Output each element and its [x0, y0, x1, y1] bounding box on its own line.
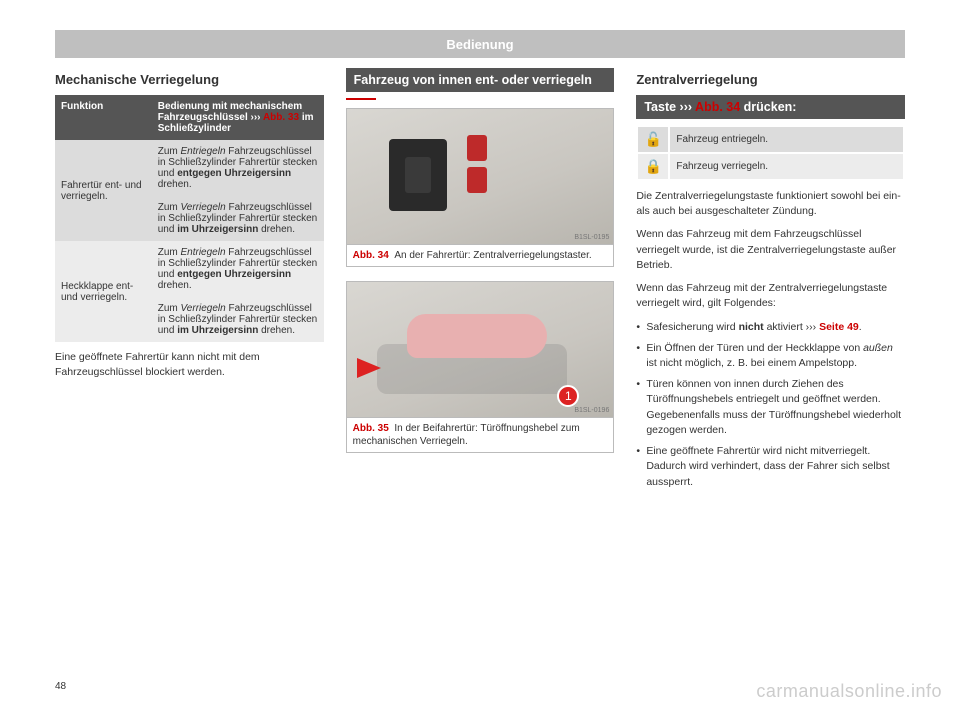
window-switch-panel — [389, 139, 447, 211]
figure-34-caption: Abb. 34 An der Fahrertür: Zentralverrieg… — [347, 244, 614, 266]
manual-page: Bedienung Mechanische Verriegelung Funkt… — [0, 0, 960, 708]
content-columns: Mechanische Verriegelung Funktion Bedien… — [55, 68, 905, 496]
column-1: Mechanische Verriegelung Funktion Bedien… — [55, 68, 324, 496]
col3-bullet-1: Safesicherung wird nicht aktiviert ››› S… — [636, 320, 905, 335]
fig34-text: An der Fahrertür: Zentralverriegelungsta… — [394, 250, 591, 261]
door-handle — [407, 314, 547, 358]
row1-unlock: Zum Entriegeln Fahrzeugschlüssel in Schl… — [152, 140, 324, 196]
fig35-abb: Abb. 35 — [353, 423, 389, 434]
arrow-icon — [357, 358, 381, 378]
page-number: 48 — [55, 681, 66, 692]
row1-lock: Zum Verriegeln Fahrzeugschlüssel in Schl… — [152, 196, 324, 241]
col1-footer: Eine geöffnete Fahrertür kann nicht mit … — [55, 350, 324, 380]
central-lock-button-lock — [467, 167, 487, 193]
callout-1: 1 — [557, 385, 579, 407]
col3-bullet-3: Türen können von innen durch Ziehen des … — [636, 377, 905, 438]
col3-p3: Wenn das Fahrzeug mit der Zentralverrieg… — [636, 281, 905, 311]
fig34-abb: Abb. 34 — [353, 250, 389, 261]
col1-title: Mechanische Verriegelung — [55, 72, 324, 87]
lock-icon: 🔒 — [638, 154, 668, 179]
figure-35-caption: Abb. 35 In der Beifahrertür: Türöffnungs… — [347, 417, 614, 452]
unlock-text: Fahrzeug entriegeln. — [670, 127, 903, 152]
central-lock-button-unlock — [467, 135, 487, 161]
col3-title: Zentralverriegelung — [636, 72, 905, 87]
row2-label: Heckklappe ent- und verriegeln. — [55, 241, 152, 342]
row1-label: Fahrertür ent- und verriegeln. — [55, 140, 152, 241]
col3-bullet-2: Ein Öffnen der Türen und der Heckklappe … — [636, 341, 905, 371]
col3-p2: Wenn das Fahrzeug mit dem Fahrzeugschlüs… — [636, 227, 905, 273]
figure-34: B1SL-0195 Abb. 34 An der Fahrertür: Zent… — [346, 108, 615, 267]
figure-35-image: 1 B1SL-0196 — [347, 282, 614, 417]
header-title: Bedienung — [446, 37, 513, 52]
lock-text: Fahrzeug verriegeln. — [670, 154, 903, 179]
fig35-code: B1SL-0196 — [574, 407, 609, 414]
col3-bullet-4: Eine geöffnete Fahrertür wird nicht mitv… — [636, 444, 905, 490]
mechanical-lock-table: Funktion Bedienung mit mechanischem Fahr… — [55, 95, 324, 342]
row2-unlock: Zum Entriegeln Fahrzeugschlüssel in Schl… — [152, 241, 324, 297]
page-header: Bedienung — [55, 30, 905, 58]
fig34-code: B1SL-0195 — [574, 234, 609, 241]
lock-action-table: 🔓 Fahrzeug entriegeln. 🔒 Fahrzeug verrie… — [636, 125, 905, 181]
th-description: Bedienung mit mechanischem Fahrzeugschlü… — [152, 95, 324, 140]
column-2: Fahrzeug von innen ent- oder verriegeln … — [346, 68, 615, 496]
col3-p1: Die Zentralverriegelungstaste funktionie… — [636, 189, 905, 219]
unlock-icon: 🔓 — [638, 127, 668, 152]
row2-lock: Zum Verriegeln Fahrzeugschlüssel in Schl… — [152, 297, 324, 342]
th-function: Funktion — [55, 95, 152, 140]
col2-title: Fahrzeug von innen ent- oder verriegeln — [346, 68, 615, 92]
watermark: carmanualsonline.info — [756, 681, 942, 702]
column-3: Zentralverriegelung Taste ››› Abb. 34 dr… — [636, 68, 905, 496]
figure-35: 1 B1SL-0196 Abb. 35 In der Beifahrertür:… — [346, 281, 615, 453]
figure-34-image: B1SL-0195 — [347, 109, 614, 244]
taste-header: Taste ››› Abb. 34 drücken: — [636, 95, 905, 119]
th-desc-ref: Abb. 33 — [263, 112, 299, 123]
